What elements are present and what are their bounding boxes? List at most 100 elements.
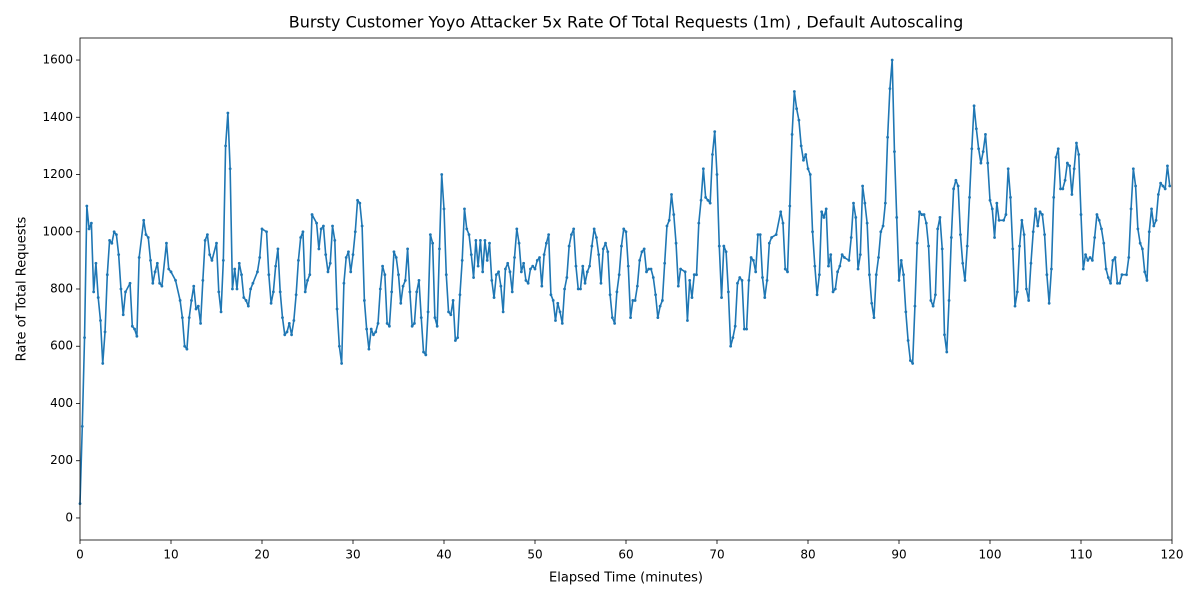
data-point <box>897 279 901 282</box>
data-point <box>351 253 355 257</box>
data-point <box>831 290 835 294</box>
x-tick-label: 120 <box>1161 548 1184 562</box>
data-point <box>260 227 264 231</box>
x-tick-label: 10 <box>163 548 178 562</box>
data-point <box>815 293 819 297</box>
data-point <box>1084 253 1087 257</box>
data-point <box>208 253 212 257</box>
data-point <box>290 333 293 337</box>
data-point <box>426 310 430 314</box>
data-point <box>1102 241 1106 245</box>
data-point <box>1138 241 1142 245</box>
data-point <box>85 204 89 208</box>
data-point <box>142 218 146 222</box>
data-point <box>360 224 364 228</box>
data-point <box>1015 290 1019 294</box>
data-point <box>105 273 109 277</box>
y-tick-label: 400 <box>50 396 73 410</box>
data-point <box>115 233 118 237</box>
data-point <box>187 316 191 320</box>
data-point <box>947 299 951 302</box>
data-point <box>720 296 723 299</box>
data-point <box>726 290 730 294</box>
data-point <box>215 241 218 245</box>
data-point <box>1109 281 1112 285</box>
data-point <box>622 227 626 231</box>
data-point <box>206 233 209 237</box>
data-point <box>87 227 91 231</box>
data-point <box>1022 233 1026 237</box>
data-point <box>847 258 851 262</box>
data-point <box>567 244 571 248</box>
data-point <box>1061 187 1065 191</box>
data-point <box>130 324 134 328</box>
data-point <box>836 270 839 274</box>
data-point <box>415 290 419 294</box>
data-point <box>868 273 871 277</box>
data-point <box>1068 164 1072 168</box>
data-point <box>515 227 519 231</box>
data-point <box>94 261 98 265</box>
data-point <box>1029 261 1033 265</box>
data-point <box>672 213 676 216</box>
data-point <box>155 261 159 265</box>
data-point <box>128 281 132 285</box>
x-tick-label: 60 <box>618 548 633 562</box>
data-point <box>508 270 512 274</box>
data-point <box>1125 273 1128 277</box>
data-point <box>724 250 728 254</box>
data-point <box>617 273 621 277</box>
data-point <box>294 293 298 297</box>
y-tick-label: 1000 <box>42 224 73 238</box>
data-point <box>390 290 394 294</box>
data-point <box>877 256 880 259</box>
data-point <box>228 167 232 171</box>
data-point <box>1020 218 1024 222</box>
data-point <box>385 321 389 325</box>
y-tick-label: 200 <box>50 453 73 467</box>
data-point <box>560 321 564 325</box>
data-point <box>792 90 796 93</box>
x-tick-label: 90 <box>891 548 906 562</box>
data-point <box>456 336 460 340</box>
data-point <box>918 210 921 214</box>
data-point <box>624 230 628 234</box>
x-tick-label: 110 <box>1070 548 1093 562</box>
data-point <box>1034 207 1037 211</box>
data-point <box>244 299 248 302</box>
data-point <box>340 362 344 365</box>
data-point <box>849 236 853 239</box>
data-point <box>997 218 1001 222</box>
data-point <box>392 250 396 254</box>
data-point <box>808 173 812 176</box>
data-point <box>403 279 407 282</box>
data-point <box>972 104 976 108</box>
data-point <box>542 253 546 257</box>
data-point <box>852 201 855 205</box>
data-point <box>467 233 471 237</box>
x-tick-label: 70 <box>709 548 724 562</box>
data-point <box>990 207 994 211</box>
data-point <box>902 273 905 277</box>
data-point <box>135 334 139 338</box>
data-point <box>984 133 987 136</box>
data-point <box>501 310 505 314</box>
data-point <box>886 135 890 139</box>
data-point <box>190 299 193 302</box>
data-point <box>112 230 116 234</box>
data-point <box>961 261 965 265</box>
data-point <box>817 273 821 277</box>
data-point <box>949 236 953 239</box>
data-point <box>174 279 177 282</box>
data-point <box>1154 218 1158 222</box>
data-point <box>406 247 409 251</box>
data-point <box>690 296 694 299</box>
data-point <box>442 207 446 211</box>
data-point <box>317 247 321 251</box>
data-point <box>1045 273 1049 277</box>
data-point <box>843 256 846 259</box>
data-point <box>1036 224 1040 228</box>
data-point <box>1038 210 1042 214</box>
data-point <box>1141 247 1144 251</box>
